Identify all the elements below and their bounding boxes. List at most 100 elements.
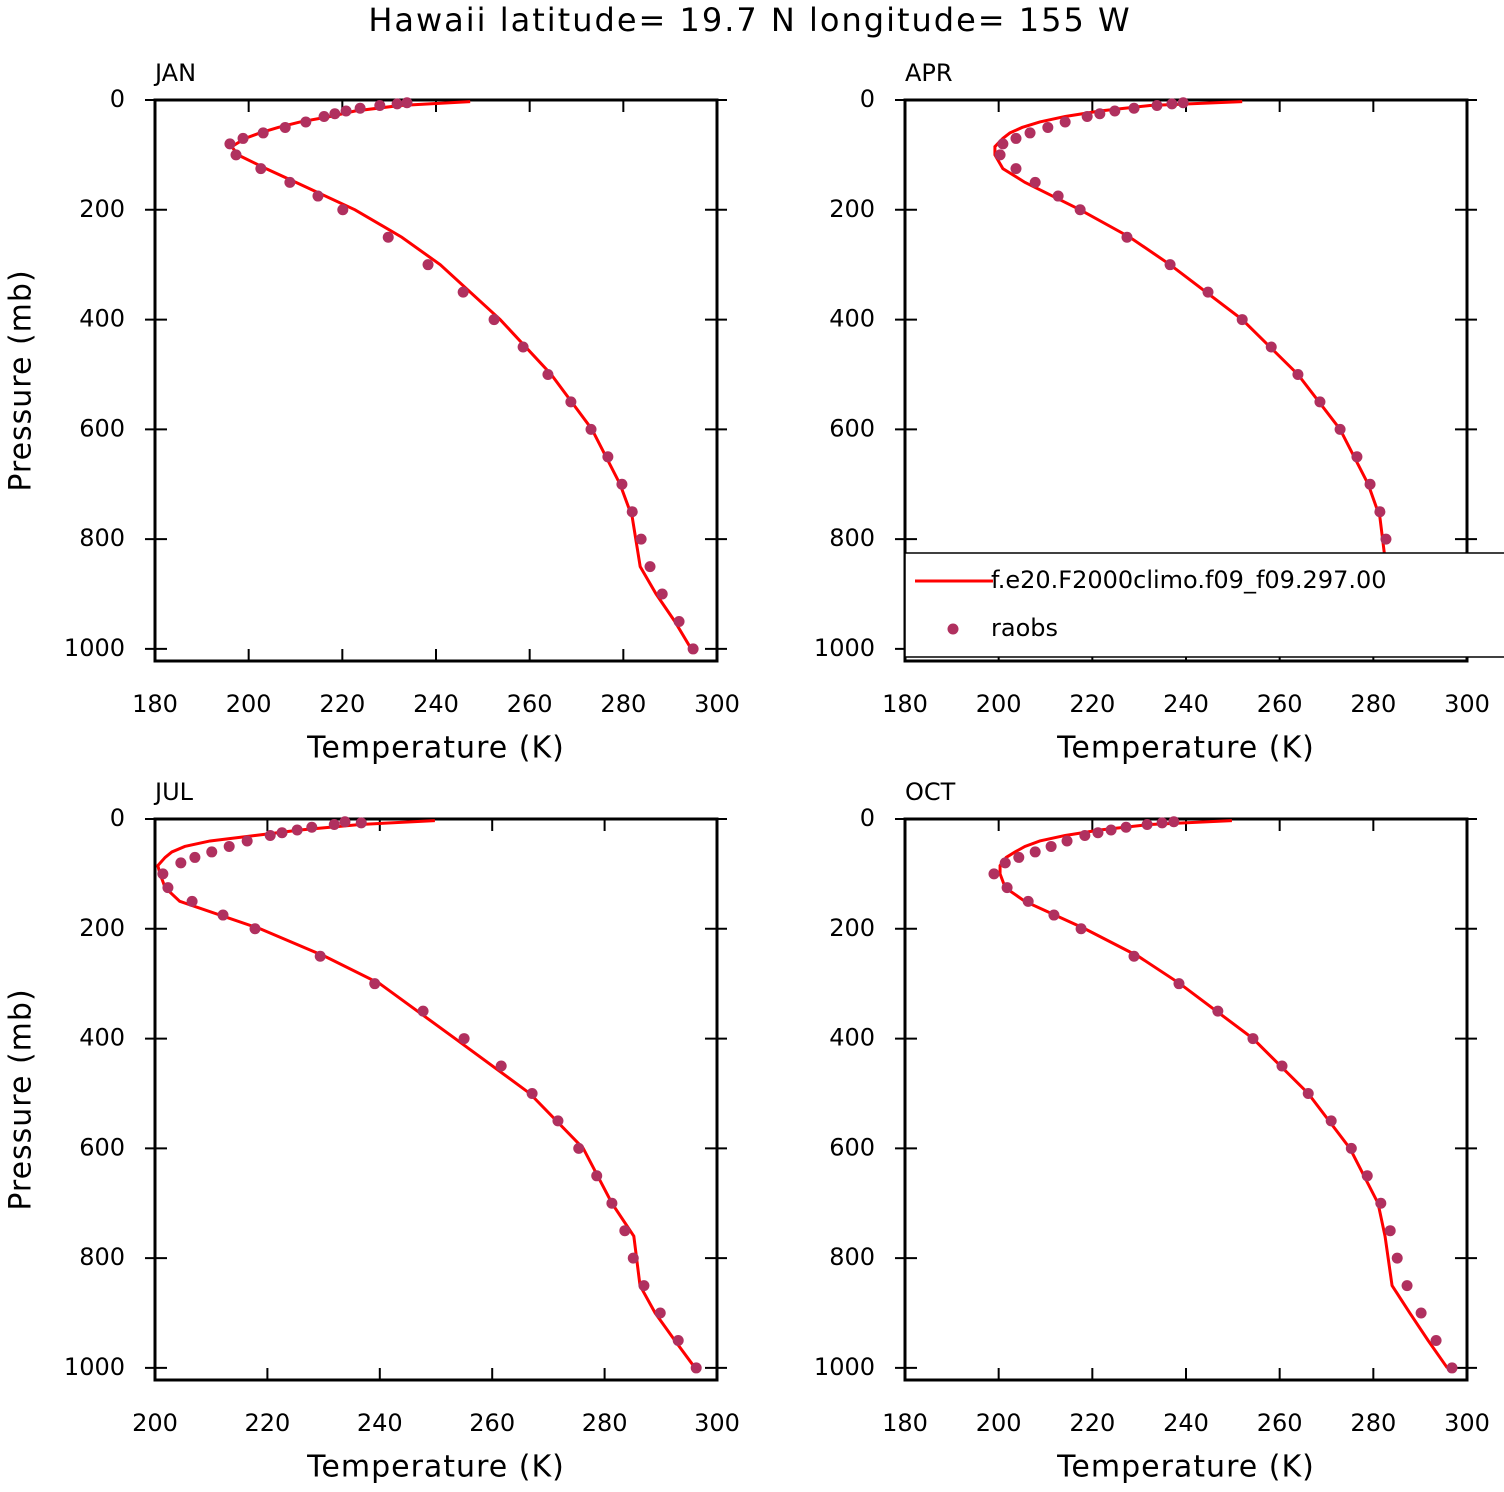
obs-dot [1024, 127, 1036, 139]
y-tick-label: 800 [79, 1243, 125, 1271]
obs-dot [279, 121, 291, 133]
y-tick-label: 400 [829, 305, 875, 333]
obs-dot [1334, 423, 1346, 435]
legend-label: raobs [991, 614, 1058, 642]
y-axis-label: Pressure (mb) [4, 988, 39, 1210]
panel: 200 220 240 260 280 300 0 200 400 600 800 1000 JUL Te… [4, 778, 740, 1485]
obs-dot [175, 857, 187, 869]
obs-dot [1177, 97, 1189, 109]
obs-dot [224, 138, 236, 150]
obs-dot [988, 868, 1000, 880]
obs-dot [1061, 835, 1073, 847]
x-tick-label: 180 [882, 690, 928, 718]
obs-dot [1212, 1005, 1224, 1017]
obs-dot [1045, 840, 1057, 852]
obs-dot [255, 163, 267, 175]
obs-dot [606, 1197, 618, 1209]
obs-dot [1075, 923, 1087, 935]
obs-dot [1391, 1252, 1403, 1264]
obs-dot [328, 818, 340, 830]
obs-dot [186, 895, 198, 907]
obs-dot [249, 923, 261, 935]
obs-dot [312, 190, 324, 202]
x-tick-label: 220 [244, 1409, 290, 1437]
x-axis-label: Temperature (K) [1056, 731, 1315, 766]
obs-dot [1128, 102, 1140, 114]
y-tick-label: 1000 [814, 634, 875, 662]
obs-dot [673, 615, 685, 627]
obs-dot [1302, 1087, 1314, 1099]
obs-dot [495, 1060, 507, 1072]
x-axis-label: Temperature (K) [1056, 1450, 1315, 1485]
x-tick-label: 300 [1444, 690, 1490, 718]
x-tick-label: 300 [1444, 1409, 1490, 1437]
y-tick-label: 800 [829, 1243, 875, 1271]
obs-dot [457, 286, 469, 298]
obs-dot [1120, 821, 1132, 833]
panel: 180 200 220 240 260 280 300 0 200 400 600 800 1000 JA… [4, 59, 740, 766]
y-tick-label: 600 [829, 1133, 875, 1161]
obs-dot [1121, 231, 1133, 243]
obs-dot [1048, 909, 1060, 921]
obs-dot [1094, 108, 1106, 120]
obs-dot [1364, 478, 1376, 490]
y-tick-label: 1000 [814, 1353, 875, 1381]
obs-dot [573, 1142, 585, 1154]
obs-dot [300, 116, 312, 128]
obs-dot [542, 368, 554, 380]
profile-line [156, 819, 697, 1369]
x-tick-label: 220 [1069, 690, 1115, 718]
panel-title: JUL [153, 778, 194, 806]
obs-dot [162, 882, 174, 894]
obs-dot [1384, 1225, 1396, 1237]
obs-dot [1374, 506, 1386, 518]
x-axis-label: Temperature (K) [306, 1450, 565, 1485]
obs-dot [517, 341, 529, 353]
profile-line [998, 819, 1449, 1369]
panel: 180 200 220 240 260 280 300 0 200 400 600 800 1000 OC… [814, 778, 1490, 1485]
profile-line [229, 100, 693, 650]
y-tick-label: 0 [110, 85, 125, 113]
x-tick-label: 260 [1257, 690, 1303, 718]
obs-dot [1202, 286, 1214, 298]
obs-dot [1001, 882, 1013, 894]
obs-dot [656, 588, 668, 600]
obs-dot [1092, 827, 1104, 839]
obs-dot [306, 821, 318, 833]
obs-dot [997, 138, 1009, 150]
obs-dot [329, 108, 341, 120]
y-tick-label: 0 [110, 804, 125, 832]
y-tick-label: 400 [79, 1024, 125, 1052]
obs-dot [257, 127, 269, 139]
obs-dot [189, 851, 201, 863]
y-tick-label: 0 [860, 804, 875, 832]
obs-dot [382, 231, 394, 243]
x-tick-label: 240 [1163, 690, 1209, 718]
obs-dot [638, 1280, 650, 1292]
y-tick-label: 200 [79, 195, 125, 223]
obs-dot [374, 99, 386, 111]
obs-dot [565, 396, 577, 408]
obs-dot [1361, 1170, 1373, 1182]
obs-dot [401, 97, 413, 109]
obs-dot [1052, 190, 1064, 202]
panel: 180 200 220 240 260 280 300 0 200 400 600 800 1000 AP… [814, 59, 1504, 766]
plot-frame [903, 817, 1469, 1382]
obs-dot [1156, 817, 1168, 829]
y-tick-label: 400 [79, 305, 125, 333]
obs-dot [1292, 368, 1304, 380]
obs-dot [1141, 818, 1153, 830]
obs-dot [337, 204, 349, 216]
x-tick-label: 260 [507, 690, 553, 718]
obs-dot [318, 110, 330, 122]
obs-dot [690, 1362, 702, 1374]
x-tick-label: 240 [1163, 1409, 1209, 1437]
obs-dot [552, 1115, 564, 1127]
obs-dot [422, 259, 434, 271]
obs-dot [314, 950, 326, 962]
y-tick-label: 200 [829, 195, 875, 223]
obs-dot [591, 1170, 603, 1182]
obs-dot [585, 423, 597, 435]
obs-dot [284, 176, 296, 188]
